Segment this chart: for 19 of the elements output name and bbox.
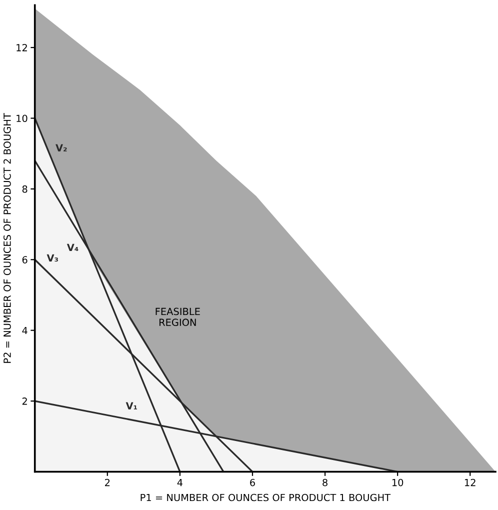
x-tick-label: 6 xyxy=(250,478,255,486)
y-axis-title: P2 = NUMBER OF OUNCES OF PRODUCT 2 BOUGHT xyxy=(4,113,11,363)
series-label: V₂ xyxy=(56,144,67,152)
series-label: V₃ xyxy=(46,254,58,262)
x-tick-label: 12 xyxy=(465,478,476,486)
y-tick-label: 12 xyxy=(16,44,27,52)
series-label: V₄ xyxy=(66,244,78,251)
y-tick-label: 6 xyxy=(22,256,28,264)
x-axis-title: P1 = NUMBER OF OUNCES OF PRODUCT 1 BOUGHT xyxy=(140,494,391,502)
y-tick-label: 4 xyxy=(22,326,28,334)
y-tick-label: 2 xyxy=(22,398,27,405)
x-tick-label: 4 xyxy=(177,478,182,486)
x-tick-label: 2 xyxy=(105,478,110,486)
y-tick-label: 10 xyxy=(16,114,28,122)
series-label: V₁ xyxy=(126,402,137,410)
x-tick-label: 8 xyxy=(322,478,328,486)
y-tick-label: 8 xyxy=(22,185,28,193)
x-tick-label: 10 xyxy=(392,478,404,486)
annotation: FEASIBLE REGION xyxy=(156,308,200,326)
